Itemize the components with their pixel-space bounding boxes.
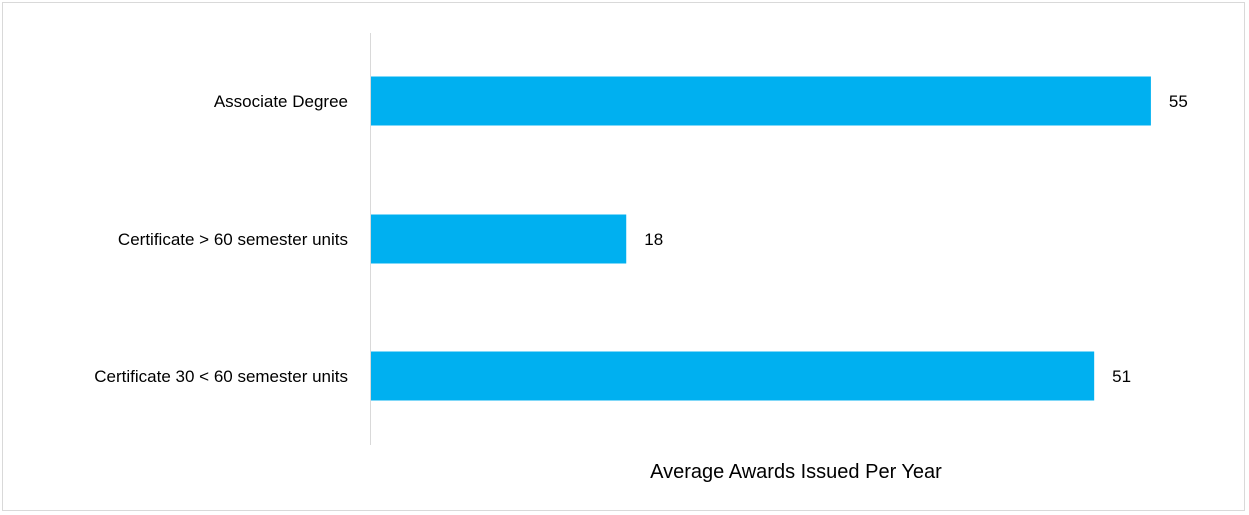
bars-group (371, 76, 1151, 401)
category-label-1: Associate Degree (214, 92, 348, 111)
category-labels-group: Associate Degree Certificate > 60 semeste… (94, 92, 348, 386)
bar-1 (371, 76, 1151, 126)
bar-2 (371, 214, 627, 264)
category-label-3: Certificate 30 < 60 semester units (94, 367, 348, 386)
bar-3 (371, 351, 1095, 401)
category-label-2: Certificate > 60 semester units (118, 230, 348, 249)
x-axis-title: Average Awards Issued Per Year (650, 461, 942, 483)
value-label-3: 51 (1112, 367, 1131, 386)
value-labels-group: 55 18 51 (644, 92, 1188, 386)
value-label-2: 18 (644, 230, 663, 249)
value-label-1: 55 (1169, 92, 1188, 111)
